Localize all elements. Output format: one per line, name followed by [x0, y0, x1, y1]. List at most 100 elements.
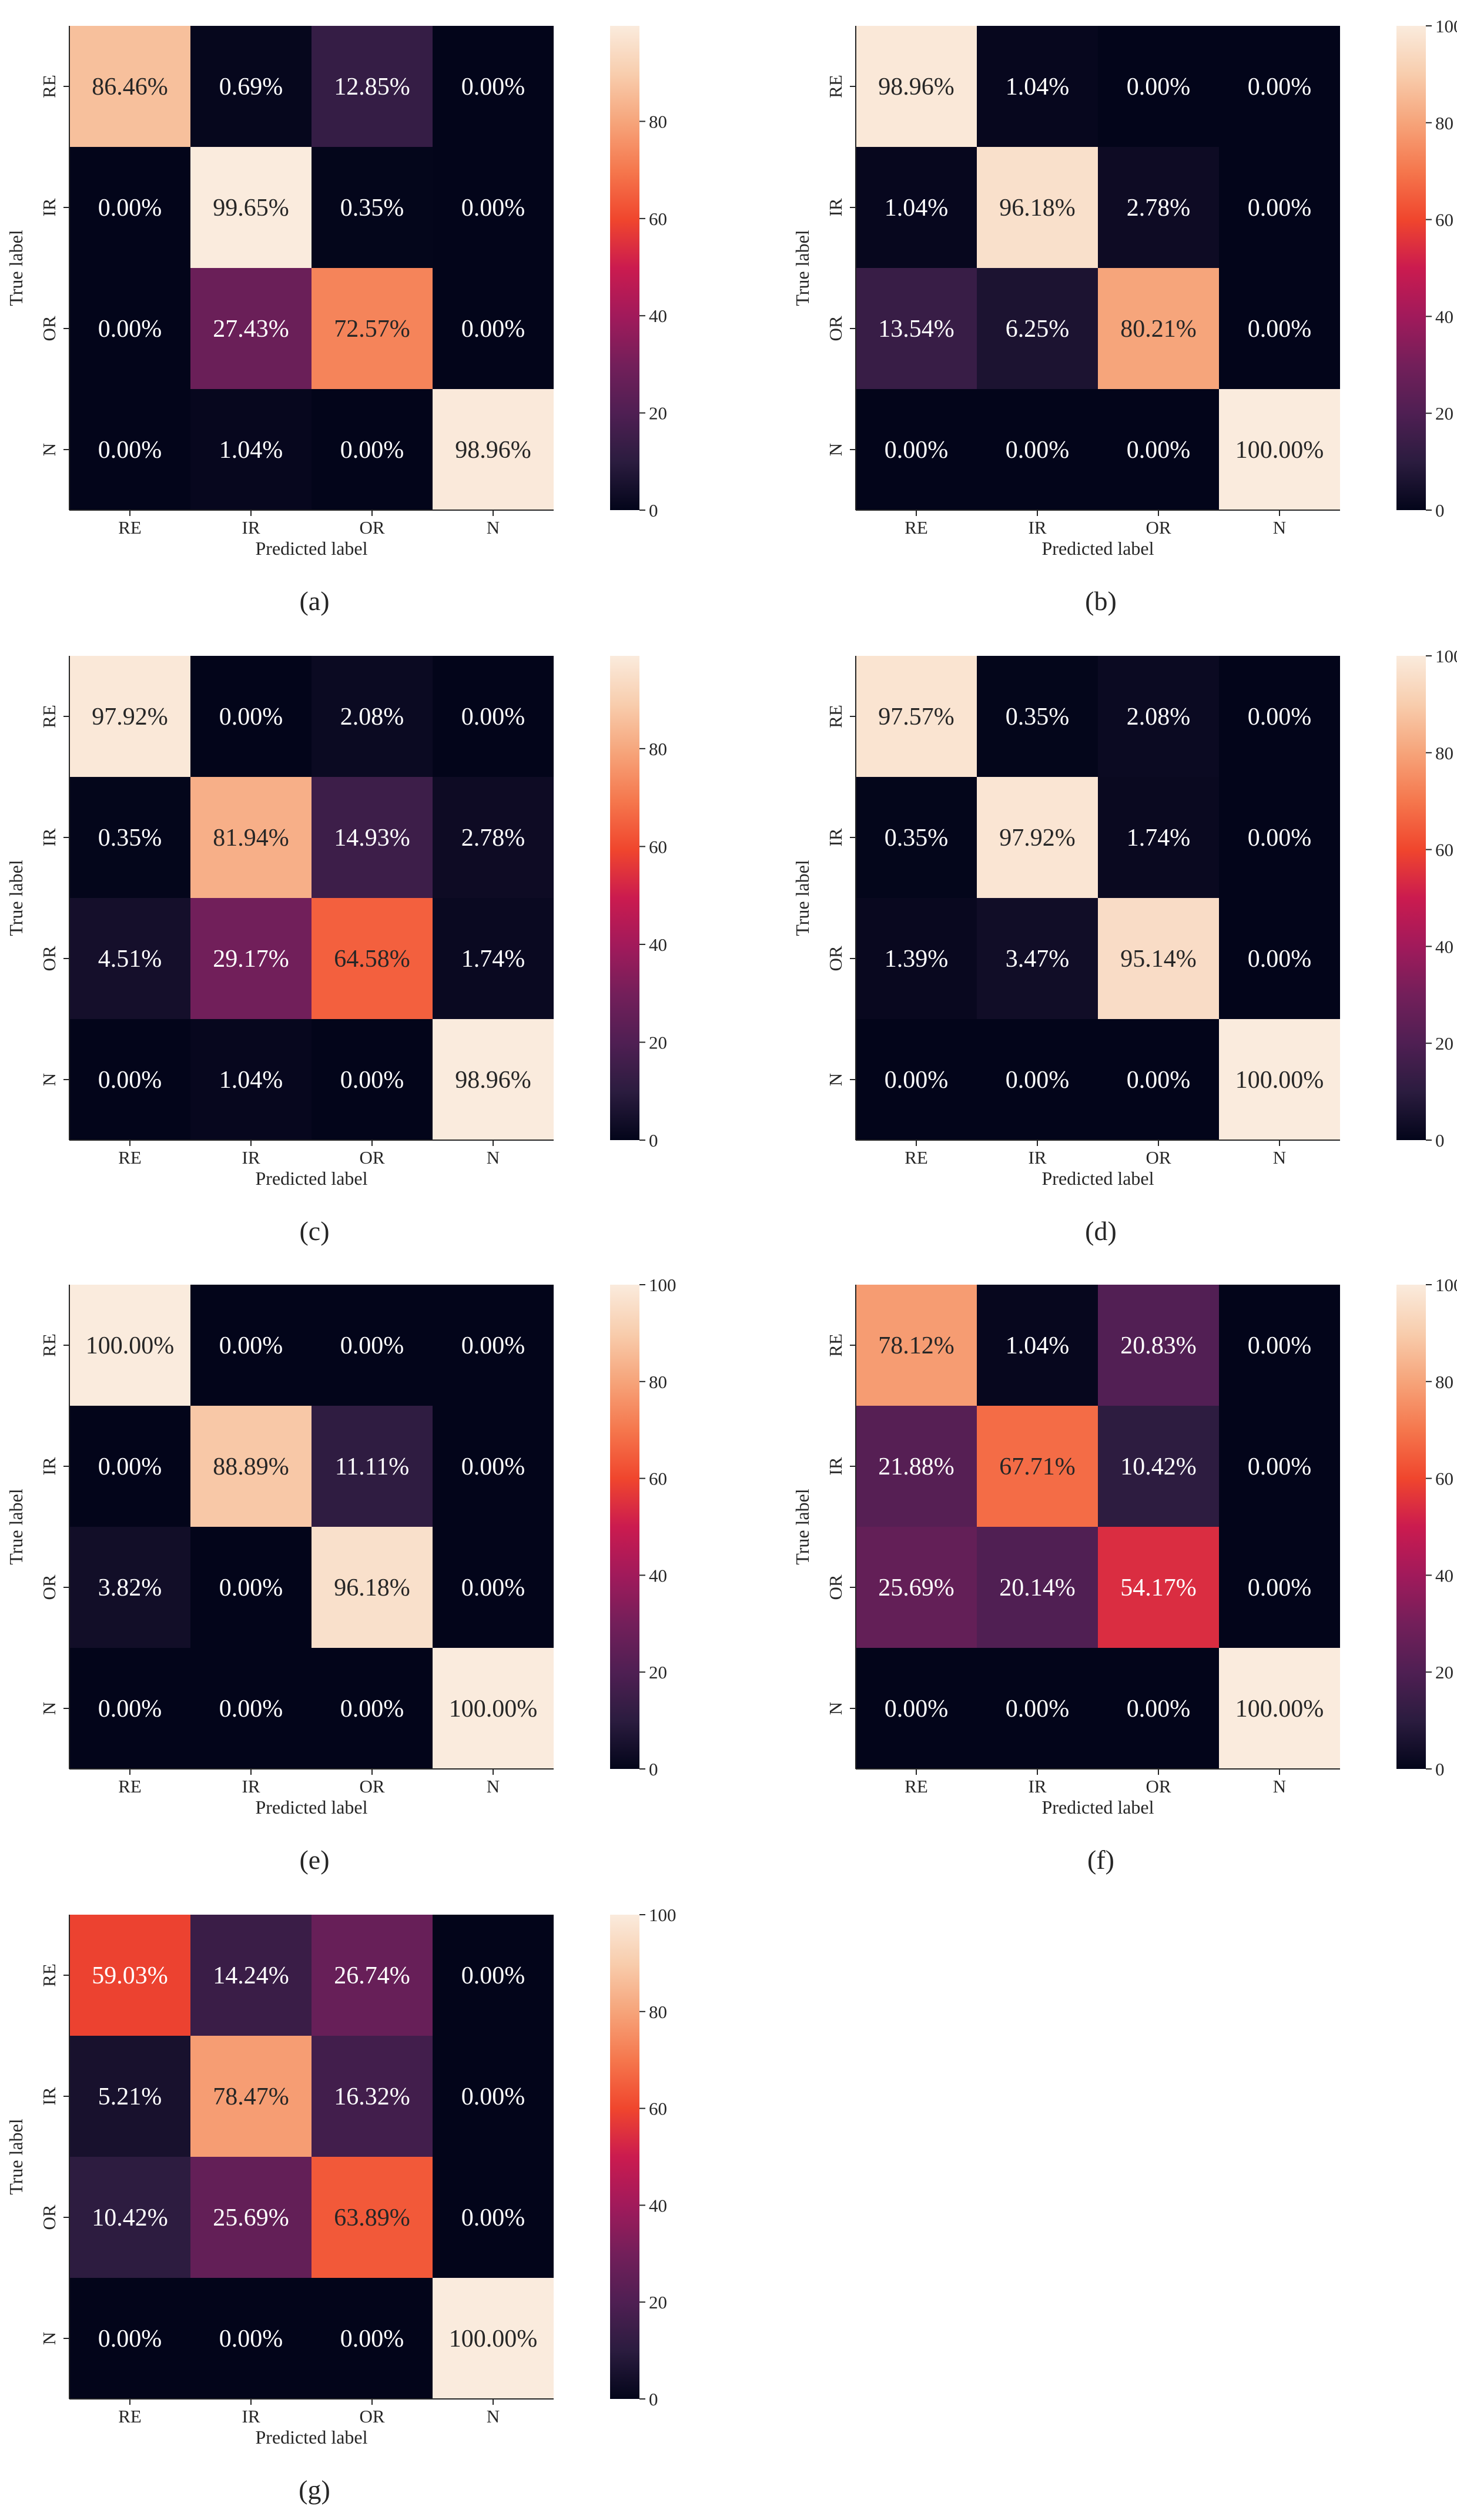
panel-b-cell-label: 0.00%	[1127, 437, 1191, 464]
panel-d-cell-label: 0.00%	[1248, 825, 1312, 852]
panel-g-cell	[69, 1915, 190, 2036]
panel-e-y-tick-label: RE	[39, 1333, 59, 1357]
panel-b-cell-label: 0.00%	[1248, 195, 1312, 222]
panel-f-cell	[977, 1285, 1098, 1406]
panel-a-colorbar-tick-label: 80	[649, 111, 667, 132]
panel-a-y-axis-title: True label	[5, 230, 26, 306]
panel-e-colorbar-tick-label: 100	[649, 1275, 676, 1295]
panel-d-x-tick-label: IR	[1029, 1147, 1047, 1168]
panel-d-x-tick-label: OR	[1145, 1147, 1171, 1168]
panel-a-cell	[190, 268, 312, 389]
panel-c-x-tick-label: IR	[242, 1147, 260, 1168]
panel-a-cell-label: 0.00%	[98, 316, 162, 343]
panel-c-cell	[433, 777, 554, 898]
panel-e-cell-label: 100.00%	[449, 1695, 538, 1723]
panel-c-x-axis-title: Predicted label	[255, 1168, 367, 1189]
panel-b-cell	[977, 389, 1098, 510]
panel-f-cell	[977, 1527, 1098, 1648]
panel-g-cell-label: 0.00%	[461, 2083, 525, 2110]
panel-g-cell	[312, 2036, 433, 2157]
panel-g-cell-label: 26.74%	[334, 1962, 410, 1989]
panel-f-cell	[1098, 1648, 1219, 1769]
panel-e-caption: (e)	[299, 1845, 329, 1875]
panel-c-colorbar-tick-label: 60	[649, 836, 667, 857]
panel-a-cell-label: 0.00%	[461, 195, 525, 222]
panel-a-x-tick-label: N	[487, 517, 500, 538]
panel-a-y-tick-label: N	[39, 443, 59, 456]
panel-d-cell	[1219, 656, 1340, 777]
panel-b-cell	[856, 26, 977, 147]
panel-c-cell	[312, 656, 433, 777]
panel-e-cell-label: 0.00%	[461, 1332, 525, 1359]
panel-e-x-tick-label: N	[487, 1776, 500, 1797]
panel-b-cell	[977, 26, 1098, 147]
panel-b-cell-label: 0.00%	[1006, 437, 1070, 464]
panel-d-colorbar-tick-label: 80	[1435, 743, 1453, 763]
panel-d-cell	[1098, 656, 1219, 777]
panel-c-cell-label: 29.17%	[213, 946, 289, 973]
panel-g-y-tick-label: N	[39, 2332, 59, 2345]
panel-d-cell-label: 1.74%	[1127, 825, 1191, 852]
panel-b-y-tick-label: N	[825, 443, 846, 456]
panel-d-cell-label: 2.08%	[1127, 703, 1191, 730]
panel-e-cell-label: 0.00%	[219, 1695, 283, 1723]
panel-a-cell-label: 98.96%	[455, 437, 531, 464]
panel-e-cell	[312, 1406, 433, 1527]
panel-a-cell-label: 86.46%	[92, 73, 168, 100]
panel-g-cell-label: 78.47%	[213, 2083, 289, 2110]
panel-c-x-tick-label: RE	[118, 1147, 142, 1168]
panel-g-colorbar-tick-label: 0	[649, 2389, 658, 2410]
panel-d-colorbar	[1396, 656, 1426, 1140]
panel-e-cell-label: 0.00%	[98, 1695, 162, 1723]
panel-b-cell	[856, 389, 977, 510]
panel-c-cell	[190, 656, 312, 777]
panel-e-cell	[190, 1406, 312, 1527]
panel-b-colorbar-tick-label: 20	[1435, 403, 1453, 424]
panel-g-cell	[190, 2036, 312, 2157]
panel-c-cell-label: 4.51%	[98, 946, 162, 973]
panel-f-cell-label: 100.00%	[1235, 1695, 1324, 1723]
panel-g-y-tick-label: OR	[39, 2204, 59, 2230]
panel-c-cell	[312, 898, 433, 1019]
panel-f-cell	[977, 1406, 1098, 1527]
panel-a-cell-label: 0.69%	[219, 73, 283, 100]
panel-f-cell	[856, 1527, 977, 1648]
panel-c-cell-label: 97.92%	[92, 703, 168, 730]
panel-g-colorbar-tick-label: 40	[649, 2195, 667, 2216]
panel-e-cell	[69, 1285, 190, 1406]
panel-g-cell	[190, 1915, 312, 2036]
panel-c-y-tick-label: IR	[39, 828, 59, 846]
panel-d-cell	[856, 1019, 977, 1140]
panel-a-cell	[312, 147, 433, 268]
panel-b-colorbar	[1396, 26, 1426, 510]
panel-b-cell	[1098, 389, 1219, 510]
panel-c-y-tick-label: OR	[39, 946, 59, 971]
panel-e-cell	[312, 1527, 433, 1648]
panel-d-cell-label: 0.00%	[1006, 1067, 1070, 1094]
panel-d-cell	[856, 898, 977, 1019]
panel-e-colorbar-tick-label: 0	[649, 1759, 658, 1780]
panel-e-cell-label: 0.00%	[340, 1332, 404, 1359]
panel-c-cell-label: 2.78%	[461, 825, 525, 852]
panel-d-cell	[856, 656, 977, 777]
panel-b-cell	[1098, 268, 1219, 389]
panel-d-cell	[1219, 898, 1340, 1019]
panel-g-cell-label: 0.00%	[98, 2325, 162, 2353]
panel-c-cell	[69, 1019, 190, 1140]
panel-f-cell	[1219, 1406, 1340, 1527]
panel-f-cell	[1219, 1648, 1340, 1769]
panel-e-cell-label: 96.18%	[334, 1574, 410, 1601]
panel-c-cell	[312, 777, 433, 898]
panel-c-cell-label: 0.00%	[219, 703, 283, 730]
panel-f-cell	[1098, 1285, 1219, 1406]
panel-d-cell-label: 0.35%	[885, 825, 949, 852]
panel-f-cell-label: 78.12%	[878, 1332, 954, 1359]
panel-f-cell-label: 0.00%	[1006, 1695, 1070, 1723]
panel-b-cell-label: 0.00%	[1248, 73, 1312, 100]
panel-d-cell-label: 0.35%	[1006, 703, 1070, 730]
panel-f-cell-label: 0.00%	[1248, 1453, 1312, 1480]
panel-c-cell	[69, 656, 190, 777]
panel-g-cell	[190, 2157, 312, 2278]
panel-d-cell	[1098, 1019, 1219, 1140]
